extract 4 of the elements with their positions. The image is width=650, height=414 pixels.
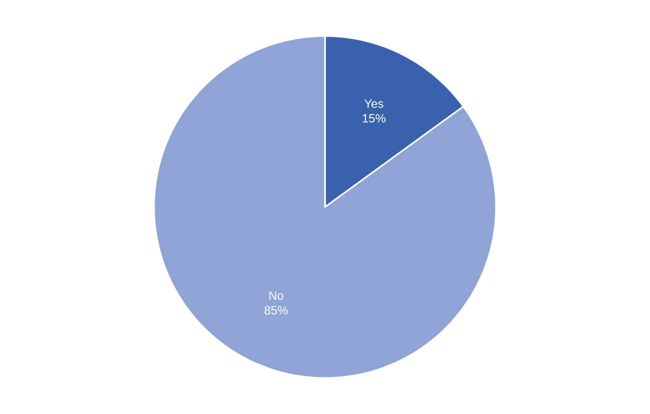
slice-label: Yes — [364, 99, 384, 108]
data-label: 15% — [362, 114, 386, 123]
data-label: 85% — [264, 306, 288, 315]
slice-label: No — [269, 291, 284, 300]
